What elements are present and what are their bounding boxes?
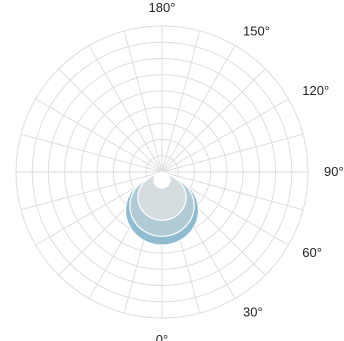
angular-grid-spoke [161, 171, 304, 211]
angular-tick-label-0: 0° [156, 332, 168, 341]
angular-grid-spoke [35, 98, 163, 173]
angular-grid-spoke [161, 133, 304, 173]
angular-grid-spoke [88, 45, 163, 173]
angular-grid-spoke [20, 133, 163, 173]
angular-tick-label-180: 180° [149, 0, 176, 15]
series-layer [124, 171, 200, 246]
polar-series-area-4 [153, 171, 171, 189]
angular-grid-spoke [161, 45, 236, 173]
angular-grid-spoke [20, 171, 163, 211]
angular-grid-spoke [161, 30, 201, 173]
angular-tick-label-30: 30° [243, 304, 263, 319]
angular-grid-spoke [161, 98, 289, 173]
angular-tick-label-150: 150° [243, 24, 270, 39]
angular-tick-label-90: 90° [324, 164, 344, 179]
angular-grid-spoke [123, 30, 163, 173]
angular-tick-label-60: 60° [302, 245, 322, 260]
polar-series-area-3 [137, 171, 187, 221]
angular-grid-spoke [58, 68, 163, 173]
angular-tick-labels: 0° 30° 60° 90° 120° 150° 180° [149, 0, 344, 341]
angular-tick-label-120: 120° [302, 83, 329, 98]
angular-grid-spoke [161, 68, 266, 173]
